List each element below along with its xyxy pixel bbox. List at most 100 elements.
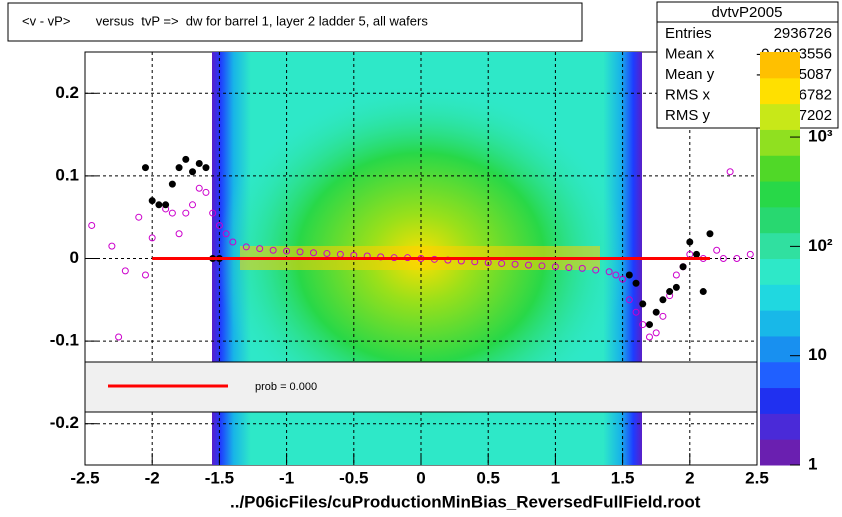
data-point [565,264,573,272]
x-tick-label: -1.5 [205,468,234,487]
x-tick-label: -2 [145,468,160,487]
data-point [155,201,163,209]
x-tick-label: 2.5 [745,468,769,487]
data-point [672,271,680,279]
data-point [296,248,304,256]
data-point [256,245,264,253]
palette-cell [760,387,800,414]
stats-title: dvtvP2005 [712,4,783,21]
data-point [162,201,170,209]
data-point [592,266,600,274]
x-tick-label: 2 [685,468,694,487]
data-point [202,188,210,196]
palette-cell [760,181,800,208]
palette-cell [760,103,800,130]
data-point [108,242,116,250]
stats-label: Entries [665,25,712,42]
data-point [672,283,680,291]
data-point [726,168,734,176]
data-point [679,263,687,271]
data-point [229,238,237,246]
data-point [141,271,149,279]
data-point [699,288,707,296]
data-point [309,249,317,257]
data-point [659,296,667,304]
palette-cell [760,206,800,234]
data-point [323,250,331,258]
y-tick-label: 0.2 [55,83,79,102]
stats-label: Mean x [665,45,715,62]
data-point [511,260,519,268]
stats-value: 2936726 [774,25,832,42]
palette-cell [760,258,800,285]
palette-cell [760,413,800,440]
y-tick-label: 0 [70,248,79,267]
data-point [693,250,701,258]
chart-title: <v - vP> versus tvP => dw for barrel 1, … [22,13,428,28]
data-point [168,209,176,217]
data-point [175,164,183,172]
palette-cell [760,52,800,79]
x-tick-label: -1 [279,468,294,487]
z-tick-label: 1 [808,454,817,473]
y-tick-label: 0.1 [55,165,79,184]
data-point [88,221,96,229]
x-tick-label: -0.5 [339,468,368,487]
data-point [639,321,647,329]
data-point [706,230,714,238]
data-point [189,201,197,209]
footer: ../P06icFiles/cuProductionMinBias_Revers… [230,492,701,511]
data-point [686,238,694,246]
data-point [652,329,660,337]
data-point [148,197,156,205]
data-point [746,250,754,258]
data-point [115,333,123,341]
data-point [189,168,197,176]
stats-label: Mean y [665,66,715,83]
data-point [141,164,149,172]
data-point [659,312,667,320]
data-point [525,261,533,269]
data-point [605,268,613,276]
y-tick-label: -0.1 [50,331,79,350]
x-tick-label: -2.5 [70,468,99,487]
data-point [632,308,640,316]
data-point [135,213,143,221]
data-point [632,279,640,287]
z-tick-label: 10³ [808,127,833,146]
palette-cell [760,129,800,156]
data-point [719,255,727,262]
data-point [639,300,647,308]
stats-label: RMS x [665,86,711,103]
data-point [625,296,633,304]
data-point [269,246,277,254]
data-point [645,321,653,329]
data-point [182,155,190,163]
data-point [121,267,129,275]
data-point [625,271,633,279]
data-point [498,259,506,267]
data-point [202,164,210,172]
data-point [209,209,217,217]
y-tick-label: -0.2 [50,413,79,432]
data-point [551,263,559,271]
palette-cell [760,284,800,311]
palette-cell [760,335,800,363]
data-point [713,246,721,254]
data-point [195,160,203,168]
data-point [612,271,620,279]
palette-cell [760,439,800,466]
x-tick-label: 1.5 [611,468,635,487]
data-point [666,288,674,296]
palette-cell [760,77,800,105]
data-point [283,247,291,255]
data-point [619,275,627,283]
data-point [578,264,586,272]
x-tick-label: 0 [416,468,425,487]
data-point [242,243,250,251]
title-box [7,2,583,42]
data-point [195,184,203,192]
palette-cell [760,361,800,389]
